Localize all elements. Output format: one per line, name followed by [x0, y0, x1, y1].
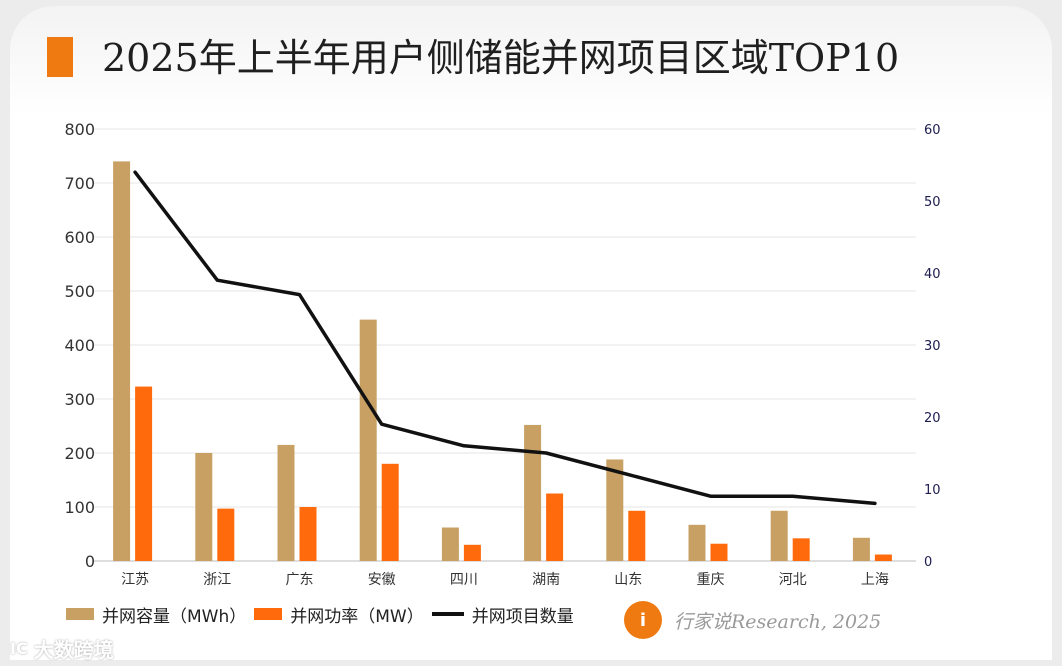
x-tick-label: 湖南: [532, 572, 560, 588]
bar-capacity: [359, 319, 377, 561]
y-left-tick-label: 800: [64, 120, 95, 139]
x-tick-label: 山东: [614, 572, 642, 588]
x-tick-label: 河北: [779, 572, 807, 588]
y-right-tick-label: 20: [924, 411, 941, 426]
x-tick-label: 上海: [861, 572, 889, 588]
bar-power: [135, 386, 153, 561]
y-right-tick-label: 50: [924, 195, 941, 210]
legend-swatch-count: [431, 612, 464, 616]
bar-capacity: [852, 537, 870, 561]
bar-power: [792, 538, 810, 561]
bar-capacity: [441, 527, 459, 561]
y-left-tick-label: 600: [64, 228, 95, 247]
legend-label-power: 并网功率（MW）: [290, 606, 424, 627]
bar-power: [628, 510, 646, 561]
title-accent-bar: [47, 37, 73, 77]
y-left-tick-label: 100: [64, 498, 95, 517]
bar-power: [463, 544, 481, 561]
bar-power: [710, 543, 728, 561]
bar-capacity: [770, 510, 788, 561]
legend-label-count: 并网项目数量: [471, 606, 574, 627]
watermark: IC 大数跨境: [10, 634, 114, 663]
x-tick-label: 安徽: [368, 572, 396, 588]
bar-capacity: [277, 444, 295, 561]
bar-capacity: [688, 524, 706, 561]
legend-item-power: 并网功率（MW）: [254, 602, 424, 627]
chart-title: 2025年上半年用户侧储能并网项目区域TOP10: [102, 36, 900, 80]
bar-power: [546, 493, 564, 561]
bar-power: [874, 554, 892, 561]
y-left-tick-label: 200: [64, 444, 95, 463]
bar-capacity: [113, 161, 131, 561]
legend-item-count: 并网项目数量: [431, 602, 574, 627]
watermark-logo-icon: IC: [10, 639, 28, 658]
bar-capacity: [524, 424, 542, 561]
legend-swatch-power: [254, 608, 283, 620]
y-left-tick-label: 500: [64, 282, 95, 301]
source-text: 行家说Research, 2025: [674, 610, 882, 633]
y-left-tick-label: 400: [64, 336, 95, 355]
y-right-tick-label: 0: [924, 555, 932, 570]
x-tick-label: 江苏: [121, 572, 149, 588]
y-right-tick-label: 40: [924, 267, 941, 282]
x-tick-label: 浙江: [203, 572, 231, 588]
y-right-tick-label: 30: [924, 339, 941, 354]
line-project-count: [133, 170, 877, 506]
x-tick-label: 重庆: [697, 572, 725, 588]
x-tick-label: 四川: [450, 572, 478, 588]
source-logo-icon: i: [624, 601, 662, 639]
bar-power: [381, 463, 399, 561]
bar-capacity: [606, 459, 624, 561]
y-right-tick-label: 10: [924, 483, 941, 498]
y-left-tick-label: 0: [85, 552, 95, 571]
legend-label-capacity: 并网容量（MWh）: [102, 606, 247, 627]
y-right-tick-label: 60: [924, 123, 941, 138]
watermark-text: 大数跨境: [33, 638, 114, 662]
source-credit: i 行家说Research, 2025: [624, 601, 881, 639]
bar-capacity: [195, 453, 213, 561]
bar-power: [217, 508, 235, 561]
bar-power: [299, 507, 317, 561]
y-left-tick-label: 700: [64, 174, 95, 193]
legend-swatch-capacity: [66, 608, 94, 620]
chart-legend: 并网容量（MWh） 并网功率（MW） 并网项目数量: [66, 600, 582, 628]
legend-item-capacity: 并网容量（MWh）: [66, 602, 246, 627]
y-left-tick-label: 300: [64, 390, 95, 409]
x-tick-label: 广东: [286, 572, 314, 588]
